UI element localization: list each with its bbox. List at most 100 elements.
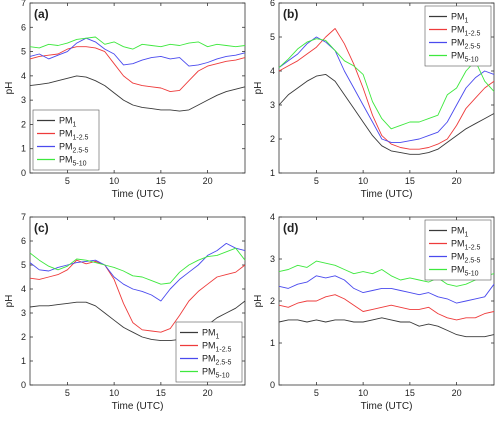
panel-label: (d) bbox=[283, 221, 298, 235]
x-tick-label: 10 bbox=[109, 388, 119, 398]
y-tick-label: 1 bbox=[270, 338, 275, 348]
legend-entry: PM2.5-5 bbox=[202, 354, 232, 367]
x-tick-label: 10 bbox=[358, 388, 368, 398]
y-tick-label: 3 bbox=[21, 95, 26, 105]
y-tick-label: 0 bbox=[270, 380, 275, 390]
series-line-pm5-10 bbox=[29, 247, 246, 285]
y-tick-label: 5 bbox=[21, 47, 26, 57]
x-tick-label: 15 bbox=[405, 388, 415, 398]
legend-entry-subscript: 5-10 bbox=[465, 57, 479, 64]
y-tick-label: 2 bbox=[270, 296, 275, 306]
y-tick-label: 2 bbox=[21, 119, 26, 129]
series-line-pm5-10 bbox=[29, 36, 246, 50]
series-line-pm1-2_5 bbox=[278, 294, 495, 321]
legend-entry: PM5-10 bbox=[451, 51, 479, 64]
y-axis-label: pH bbox=[4, 82, 15, 95]
x-tick-label: 5 bbox=[65, 388, 70, 398]
legend-entry: PM1 bbox=[59, 116, 77, 129]
legend-entry-subscript: 1-2.5 bbox=[465, 31, 481, 38]
y-tick-label: 7 bbox=[21, 0, 26, 8]
y-axis-label: pH bbox=[253, 295, 264, 308]
y-tick-label: 1 bbox=[270, 168, 275, 178]
legend-entry-name: PM bbox=[59, 116, 73, 126]
legend-entry-name: PM bbox=[202, 341, 216, 351]
x-axis-label: Time (UTC) bbox=[361, 401, 413, 412]
legend-entry-name: PM bbox=[202, 354, 216, 364]
x-tick-label: 10 bbox=[109, 176, 119, 186]
legend-entry-subscript: 1 bbox=[216, 334, 220, 341]
y-tick-label: 7 bbox=[21, 212, 26, 222]
legend-entry-name: PM bbox=[451, 51, 465, 61]
series-line-pm2_5-5 bbox=[278, 275, 495, 304]
y-tick-label: 2 bbox=[21, 332, 26, 342]
series-line-pm5-10 bbox=[278, 38, 495, 130]
legend-entry: PM2.5-5 bbox=[451, 38, 481, 51]
legend-entry: PM5-10 bbox=[202, 367, 230, 380]
series-line-pm2_5-5 bbox=[278, 36, 495, 143]
x-tick-label: 15 bbox=[405, 176, 415, 186]
x-axis-label: Time (UTC) bbox=[112, 401, 164, 412]
legend-entry: PM1 bbox=[202, 328, 220, 341]
y-tick-label: 2 bbox=[270, 134, 275, 144]
series-line-pm1 bbox=[278, 317, 495, 338]
legend-entry-name: PM bbox=[202, 367, 216, 377]
legend-entry-name: PM bbox=[451, 226, 465, 236]
y-tick-label: 4 bbox=[21, 284, 26, 294]
x-tick-label: 20 bbox=[203, 388, 213, 398]
legend-entry-name: PM bbox=[59, 155, 73, 165]
y-tick-label: 1 bbox=[21, 144, 26, 154]
x-tick-label: 20 bbox=[452, 388, 462, 398]
x-axis-label: Time (UTC) bbox=[361, 189, 413, 200]
legend-entry: PM1-2.5 bbox=[451, 239, 481, 252]
legend-entry-name: PM bbox=[451, 239, 465, 249]
x-tick-label: 5 bbox=[314, 388, 319, 398]
legend-entry: PM1 bbox=[451, 12, 469, 25]
legend-entry-subscript: 1 bbox=[465, 18, 469, 25]
legend-entry-subscript: 2.5-5 bbox=[216, 360, 232, 367]
y-tick-label: 6 bbox=[21, 22, 26, 32]
legend-entry-subscript: 1-2.5 bbox=[73, 135, 89, 142]
legend-entry-name: PM bbox=[451, 38, 465, 48]
x-axis-label: Time (UTC) bbox=[112, 189, 164, 200]
y-tick-label: 4 bbox=[270, 212, 275, 222]
legend-entry-subscript: 2.5-5 bbox=[465, 258, 481, 265]
y-tick-label: 0 bbox=[21, 380, 26, 390]
legend-entry: PM5-10 bbox=[451, 265, 479, 278]
legend-entry-name: PM bbox=[451, 252, 465, 262]
legend-entry: PM1 bbox=[451, 226, 469, 239]
legend-entry-name: PM bbox=[451, 25, 465, 35]
legend-entry-name: PM bbox=[59, 142, 73, 152]
y-tick-label: 0 bbox=[21, 168, 26, 178]
y-tick-label: 3 bbox=[270, 254, 275, 264]
series-line-pm1 bbox=[29, 75, 246, 112]
series-line-pm1-2_5 bbox=[29, 259, 246, 333]
legend-entry-name: PM bbox=[202, 328, 216, 338]
legend-entry-subscript: 1-2.5 bbox=[465, 245, 481, 252]
y-axis-label: pH bbox=[4, 295, 15, 308]
x-tick-label: 15 bbox=[156, 176, 166, 186]
y-tick-label: 4 bbox=[21, 71, 26, 81]
panel-label: (a) bbox=[34, 7, 49, 21]
legend-entry: PM2.5-5 bbox=[451, 252, 481, 265]
y-axis-label: pH bbox=[253, 82, 264, 95]
legend-entry: PM5-10 bbox=[59, 155, 87, 168]
x-tick-label: 10 bbox=[358, 176, 368, 186]
y-tick-label: 5 bbox=[21, 260, 26, 270]
legend-entry-name: PM bbox=[451, 265, 465, 275]
y-tick-label: 1 bbox=[21, 356, 26, 366]
legend-entry: PM2.5-5 bbox=[59, 142, 89, 155]
legend-entry-subscript: 1-2.5 bbox=[216, 347, 232, 354]
series-line-pm2_5-5 bbox=[29, 242, 246, 302]
legend-entry: PM1-2.5 bbox=[451, 25, 481, 38]
y-tick-label: 6 bbox=[21, 236, 26, 246]
legend-entry-subscript: 5-10 bbox=[465, 271, 479, 278]
y-tick-label: 5 bbox=[270, 32, 275, 42]
y-tick-label: 3 bbox=[21, 308, 26, 318]
